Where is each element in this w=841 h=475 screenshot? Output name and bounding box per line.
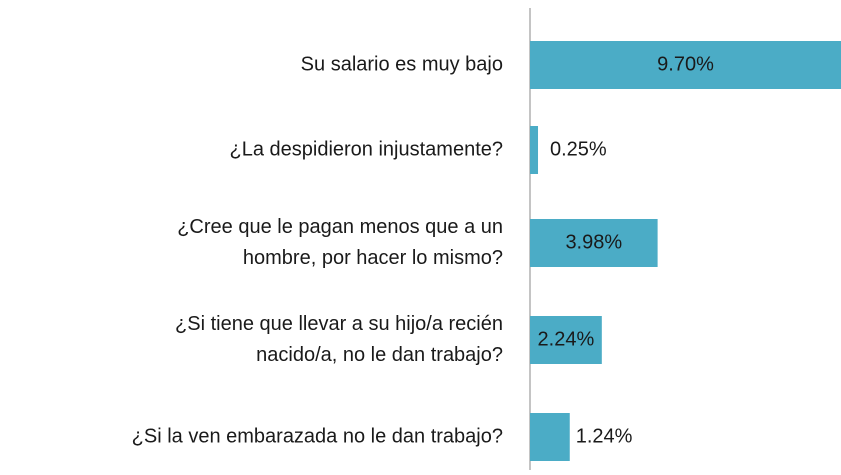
category-label: ¿Cree que le pagan menos que a un — [177, 216, 503, 238]
value-label: 1.24% — [576, 425, 633, 447]
category-label: hombre, por hacer lo mismo? — [243, 247, 503, 269]
bar — [530, 41, 841, 89]
value-label: 2.24% — [538, 328, 595, 350]
bar — [530, 219, 658, 267]
category-label: nacido/a, no le dan trabajo? — [256, 344, 503, 366]
bar — [530, 126, 539, 174]
value-label: 3.98% — [565, 231, 622, 253]
bar — [530, 316, 602, 364]
category-label: ¿La despidieron injustamente? — [229, 138, 503, 160]
category-label: ¿Si la ven embarazada no le dan trabajo? — [132, 425, 503, 447]
value-label: 0.25% — [550, 138, 607, 160]
bar — [530, 413, 570, 461]
value-label: 9.70% — [657, 53, 714, 75]
category-label: ¿Si tiene que llevar a su hijo/a recién — [175, 313, 503, 335]
category-label: Su salario es muy bajo — [301, 53, 503, 75]
